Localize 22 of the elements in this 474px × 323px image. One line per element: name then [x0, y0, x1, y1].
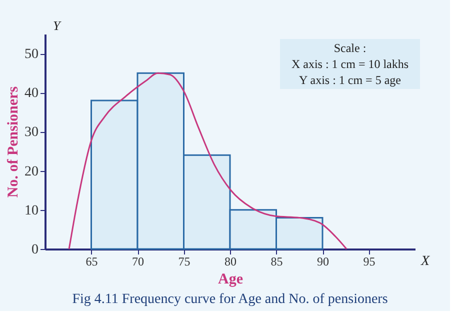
x-tick-label: 95 [363, 254, 376, 268]
y-tick-label: 0 [32, 242, 38, 258]
line-series [68, 72, 348, 250]
x-tick-label: 80 [224, 254, 236, 268]
y-tick-label: 30 [24, 125, 38, 140]
annotation: X axis : 1 cm = 10 lakhs [291, 57, 409, 71]
y-tick-label: 10 [24, 203, 38, 218]
x-tick-label: 65 [86, 254, 98, 268]
x-tick-label: 70 [132, 254, 144, 268]
x-tick-label: 90 [317, 254, 329, 268]
annotation: Scale : [334, 41, 366, 55]
y-tick-label: 40 [24, 86, 38, 102]
text: Y [53, 18, 62, 33]
annotation: Y axis : 1 cm = 5 age [299, 73, 401, 87]
text: X [420, 254, 430, 269]
caption: Fig 4.11 Frequency curve for Age and No. of pensioners [72, 292, 388, 307]
y-tick-label: 50 [24, 47, 38, 62]
x-axis-title: Age [218, 272, 244, 288]
x-tick-label: 85 [270, 254, 283, 268]
y-axis-title: No. of Pensioners [6, 86, 22, 198]
y-tick-label: 20 [24, 164, 38, 180]
x-tick-label: 75 [178, 254, 190, 268]
